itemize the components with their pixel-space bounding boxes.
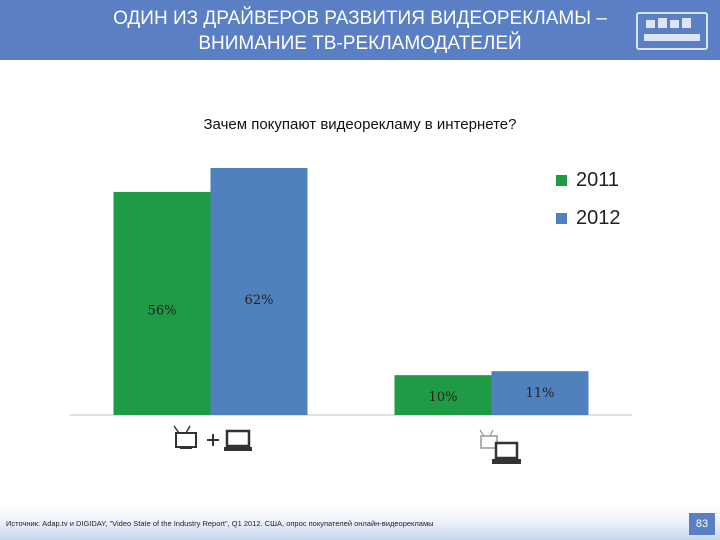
logo-graphic [644,18,700,41]
laptop-icon [224,429,252,451]
tv-icon [173,425,197,449]
chart-title: Зачем покупают видеорекламу в интернете? [203,116,517,133]
company-logo-icon [636,12,708,50]
tv-icon [479,429,498,449]
legend-swatch [556,175,567,186]
data-label-2011-category-2: 10% [429,390,458,405]
bar-2012-category-1 [210,168,308,415]
legend-swatch [556,213,567,224]
data-label-2012-category-2: 11% [526,386,555,401]
data-label-2012-category-1: 62% [245,293,274,308]
plus-icon [207,434,219,446]
category-1-icons [173,425,252,451]
bar-labels-group: 56% 10% 62% 11% [148,293,555,405]
category-2-icons [479,429,521,464]
bar-2011-category-1 [113,191,211,415]
page-number: 83 [689,513,715,535]
page-title-line-1: ОДИН ИЗ ДРАЙВЕРОВ РАЗВИТИЯ ВИДЕОРЕКЛАМЫ … [113,8,607,29]
source-note: Источник: Adap.tv и DIGIDAY, "Video Stat… [6,519,434,528]
bar-2011-category-2 [394,375,492,415]
bar-2012-category-2 [491,371,589,415]
page-title-line-2: ВНИМАНИЕ ТВ-РЕКЛАМОДАТЕЛЕЙ [198,33,522,54]
header-bar: ОДИН ИЗ ДРАЙВЕРОВ РАЗВИТИЯ ВИДЕОРЕКЛАМЫ … [0,0,720,60]
page-title: ОДИН ИЗ ДРАЙВЕРОВ РАЗВИТИЯ ВИДЕОРЕКЛАМЫ … [90,6,630,56]
bars-group [113,168,589,415]
legend-label: 2011 [576,169,620,191]
laptop-icon [492,441,521,464]
data-label-2011-category-1: 56% [148,304,177,319]
legend-label: 2012 [576,207,621,229]
bar-chart: 56% 10% 62% 11% [70,168,632,464]
footer-bar: Источник: Adap.tv и DIGIDAY, "Video Stat… [0,505,720,540]
